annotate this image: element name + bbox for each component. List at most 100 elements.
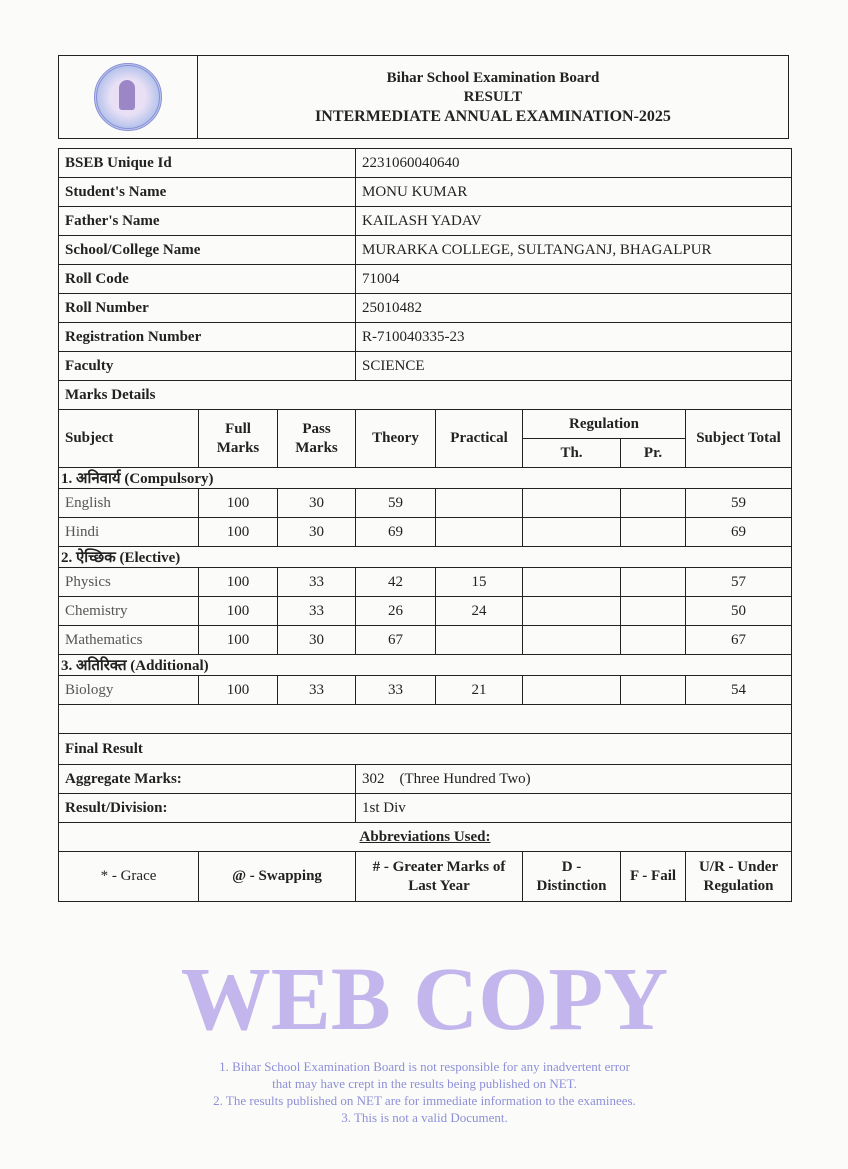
theory-cell: 42: [355, 567, 437, 597]
total-cell: 50: [685, 596, 793, 626]
full-cell: 100: [198, 596, 278, 626]
result-title: RESULT: [463, 89, 523, 105]
subject-name: Physics: [58, 567, 199, 597]
th-cell: [522, 675, 622, 705]
th-cell: [522, 488, 622, 518]
bseb-logo-icon: [94, 63, 162, 131]
pr-cell: [620, 567, 687, 597]
logo-cell: [59, 56, 198, 138]
abbr-under-regulation: U/R - Under Regulation: [685, 851, 793, 902]
full-cell: 100: [198, 517, 278, 547]
info-value: KAILASH YADAV: [355, 206, 793, 236]
watermark-notes: 1. Bihar School Examination Board is not…: [58, 1058, 791, 1126]
section-row: 2. ऐच्छिक (Elective): [57, 546, 793, 568]
info-value: MURARKA COLLEGE, SULTANGANJ, BHAGALPUR: [355, 235, 793, 265]
theory-cell: 67: [355, 625, 437, 655]
subject-row: Hindi 100 30 69 69: [58, 517, 793, 547]
abbr-grace: * - Grace: [58, 851, 199, 902]
pr-cell: [620, 675, 687, 705]
info-row: Roll Number 25010482: [57, 293, 793, 323]
division-value: 1st Div: [355, 793, 793, 823]
practical-cell: 21: [435, 675, 524, 705]
pass-cell: 33: [276, 675, 357, 705]
total-cell: 69: [685, 517, 793, 547]
pass-cell: 30: [276, 488, 357, 518]
info-row: Student's Name MONU KUMAR: [57, 177, 793, 207]
info-row: Roll Code 71004: [57, 264, 793, 294]
aggregate-value: 302 (Three Hundred Two): [355, 764, 793, 794]
info-value: R-710040335-23: [355, 322, 793, 352]
subject-name: English: [58, 488, 199, 518]
watermark-note-2: that may have crept in the results being…: [272, 1076, 577, 1091]
section-row: 1. अनिवार्य (Compulsory): [57, 467, 793, 489]
pr-cell: [620, 625, 687, 655]
result-header: Bihar School Examination Board RESULT IN…: [58, 55, 789, 139]
pr-cell: [620, 596, 687, 626]
col-subject-total: Subject Total: [685, 409, 793, 468]
abbr-fail: F - Fail: [620, 851, 687, 902]
col-full-marks: Full Marks: [198, 409, 278, 468]
subject-name: Biology: [58, 675, 199, 705]
section-title: 3. अतिरिक्त (Additional): [57, 654, 793, 676]
info-label: Father's Name: [57, 206, 357, 236]
subject-row: Chemistry 100 33 26 24 50: [58, 596, 793, 626]
total-cell: 54: [685, 675, 793, 705]
total-cell: 67: [685, 625, 793, 655]
full-cell: 100: [198, 675, 278, 705]
info-label: School/College Name: [57, 235, 357, 265]
col-theory: Theory: [355, 409, 437, 468]
final-result-title: Final Result: [57, 733, 793, 765]
subject-name: Chemistry: [58, 596, 199, 626]
theory-cell: 69: [355, 517, 437, 547]
info-label: Faculty: [57, 351, 357, 381]
theory-cell: 33: [355, 675, 437, 705]
subject-row: Biology 100 33 33 21 54: [58, 675, 793, 705]
col-regulation: Regulation: [522, 409, 687, 439]
pass-cell: 30: [276, 625, 357, 655]
practical-cell: 15: [435, 567, 524, 597]
info-value: 25010482: [355, 293, 793, 323]
info-label: Registration Number: [57, 322, 357, 352]
subject-row: English 100 30 59 59: [58, 488, 793, 518]
section-row: 3. अतिरिक्त (Additional): [57, 654, 793, 676]
info-value: 2231060040640: [355, 148, 793, 178]
pr-cell: [620, 488, 687, 518]
info-row: Father's Name KAILASH YADAV: [57, 206, 793, 236]
col-pass-marks: Pass Marks: [276, 409, 357, 468]
pass-cell: 30: [276, 517, 357, 547]
total-cell: 57: [685, 567, 793, 597]
info-label: Roll Code: [57, 264, 357, 294]
aggregate-label: Aggregate Marks:: [57, 764, 357, 794]
info-value: MONU KUMAR: [355, 177, 793, 207]
result-table: BSEB Unique Id 2231060040640 Student's Nam…: [57, 148, 793, 902]
info-value: SCIENCE: [355, 351, 793, 381]
practical-cell: [435, 517, 524, 547]
th-cell: [522, 625, 622, 655]
pass-cell: 33: [276, 596, 357, 626]
col-reg-th: Th.: [522, 438, 622, 468]
pr-cell: [620, 517, 687, 547]
spacer-row: [57, 704, 793, 734]
web-copy-watermark: WEB COPY: [180, 950, 669, 1049]
info-row: BSEB Unique Id 2231060040640: [57, 148, 793, 178]
watermark-note-1: 1. Bihar School Examination Board is not…: [219, 1059, 630, 1074]
subject-row: Mathematics 100 30 67 67: [58, 625, 793, 655]
exam-title: INTERMEDIATE ANNUAL EXAMINATION-2025: [315, 108, 671, 125]
header-title: Bihar School Examination Board RESULT IN…: [198, 56, 788, 138]
subject-name: Mathematics: [58, 625, 199, 655]
theory-cell: 59: [355, 488, 437, 518]
abbreviations-title: Abbreviations Used:: [57, 822, 793, 852]
info-row: Registration Number R-710040335-23: [57, 322, 793, 352]
division-label: Result/Division:: [57, 793, 357, 823]
info-label: Student's Name: [57, 177, 357, 207]
abbr-swapping: @ - Swapping: [197, 851, 357, 902]
total-cell: 59: [685, 488, 793, 518]
subject-row: Physics 100 33 42 15 57: [58, 567, 793, 597]
practical-cell: 24: [435, 596, 524, 626]
info-row: Faculty SCIENCE: [57, 351, 793, 381]
abbr-greater-marks: # - Greater Marks of Last Year: [355, 851, 524, 902]
full-cell: 100: [198, 625, 278, 655]
pass-cell: 33: [276, 567, 357, 597]
col-practical: Practical: [435, 409, 524, 468]
practical-cell: [435, 625, 524, 655]
